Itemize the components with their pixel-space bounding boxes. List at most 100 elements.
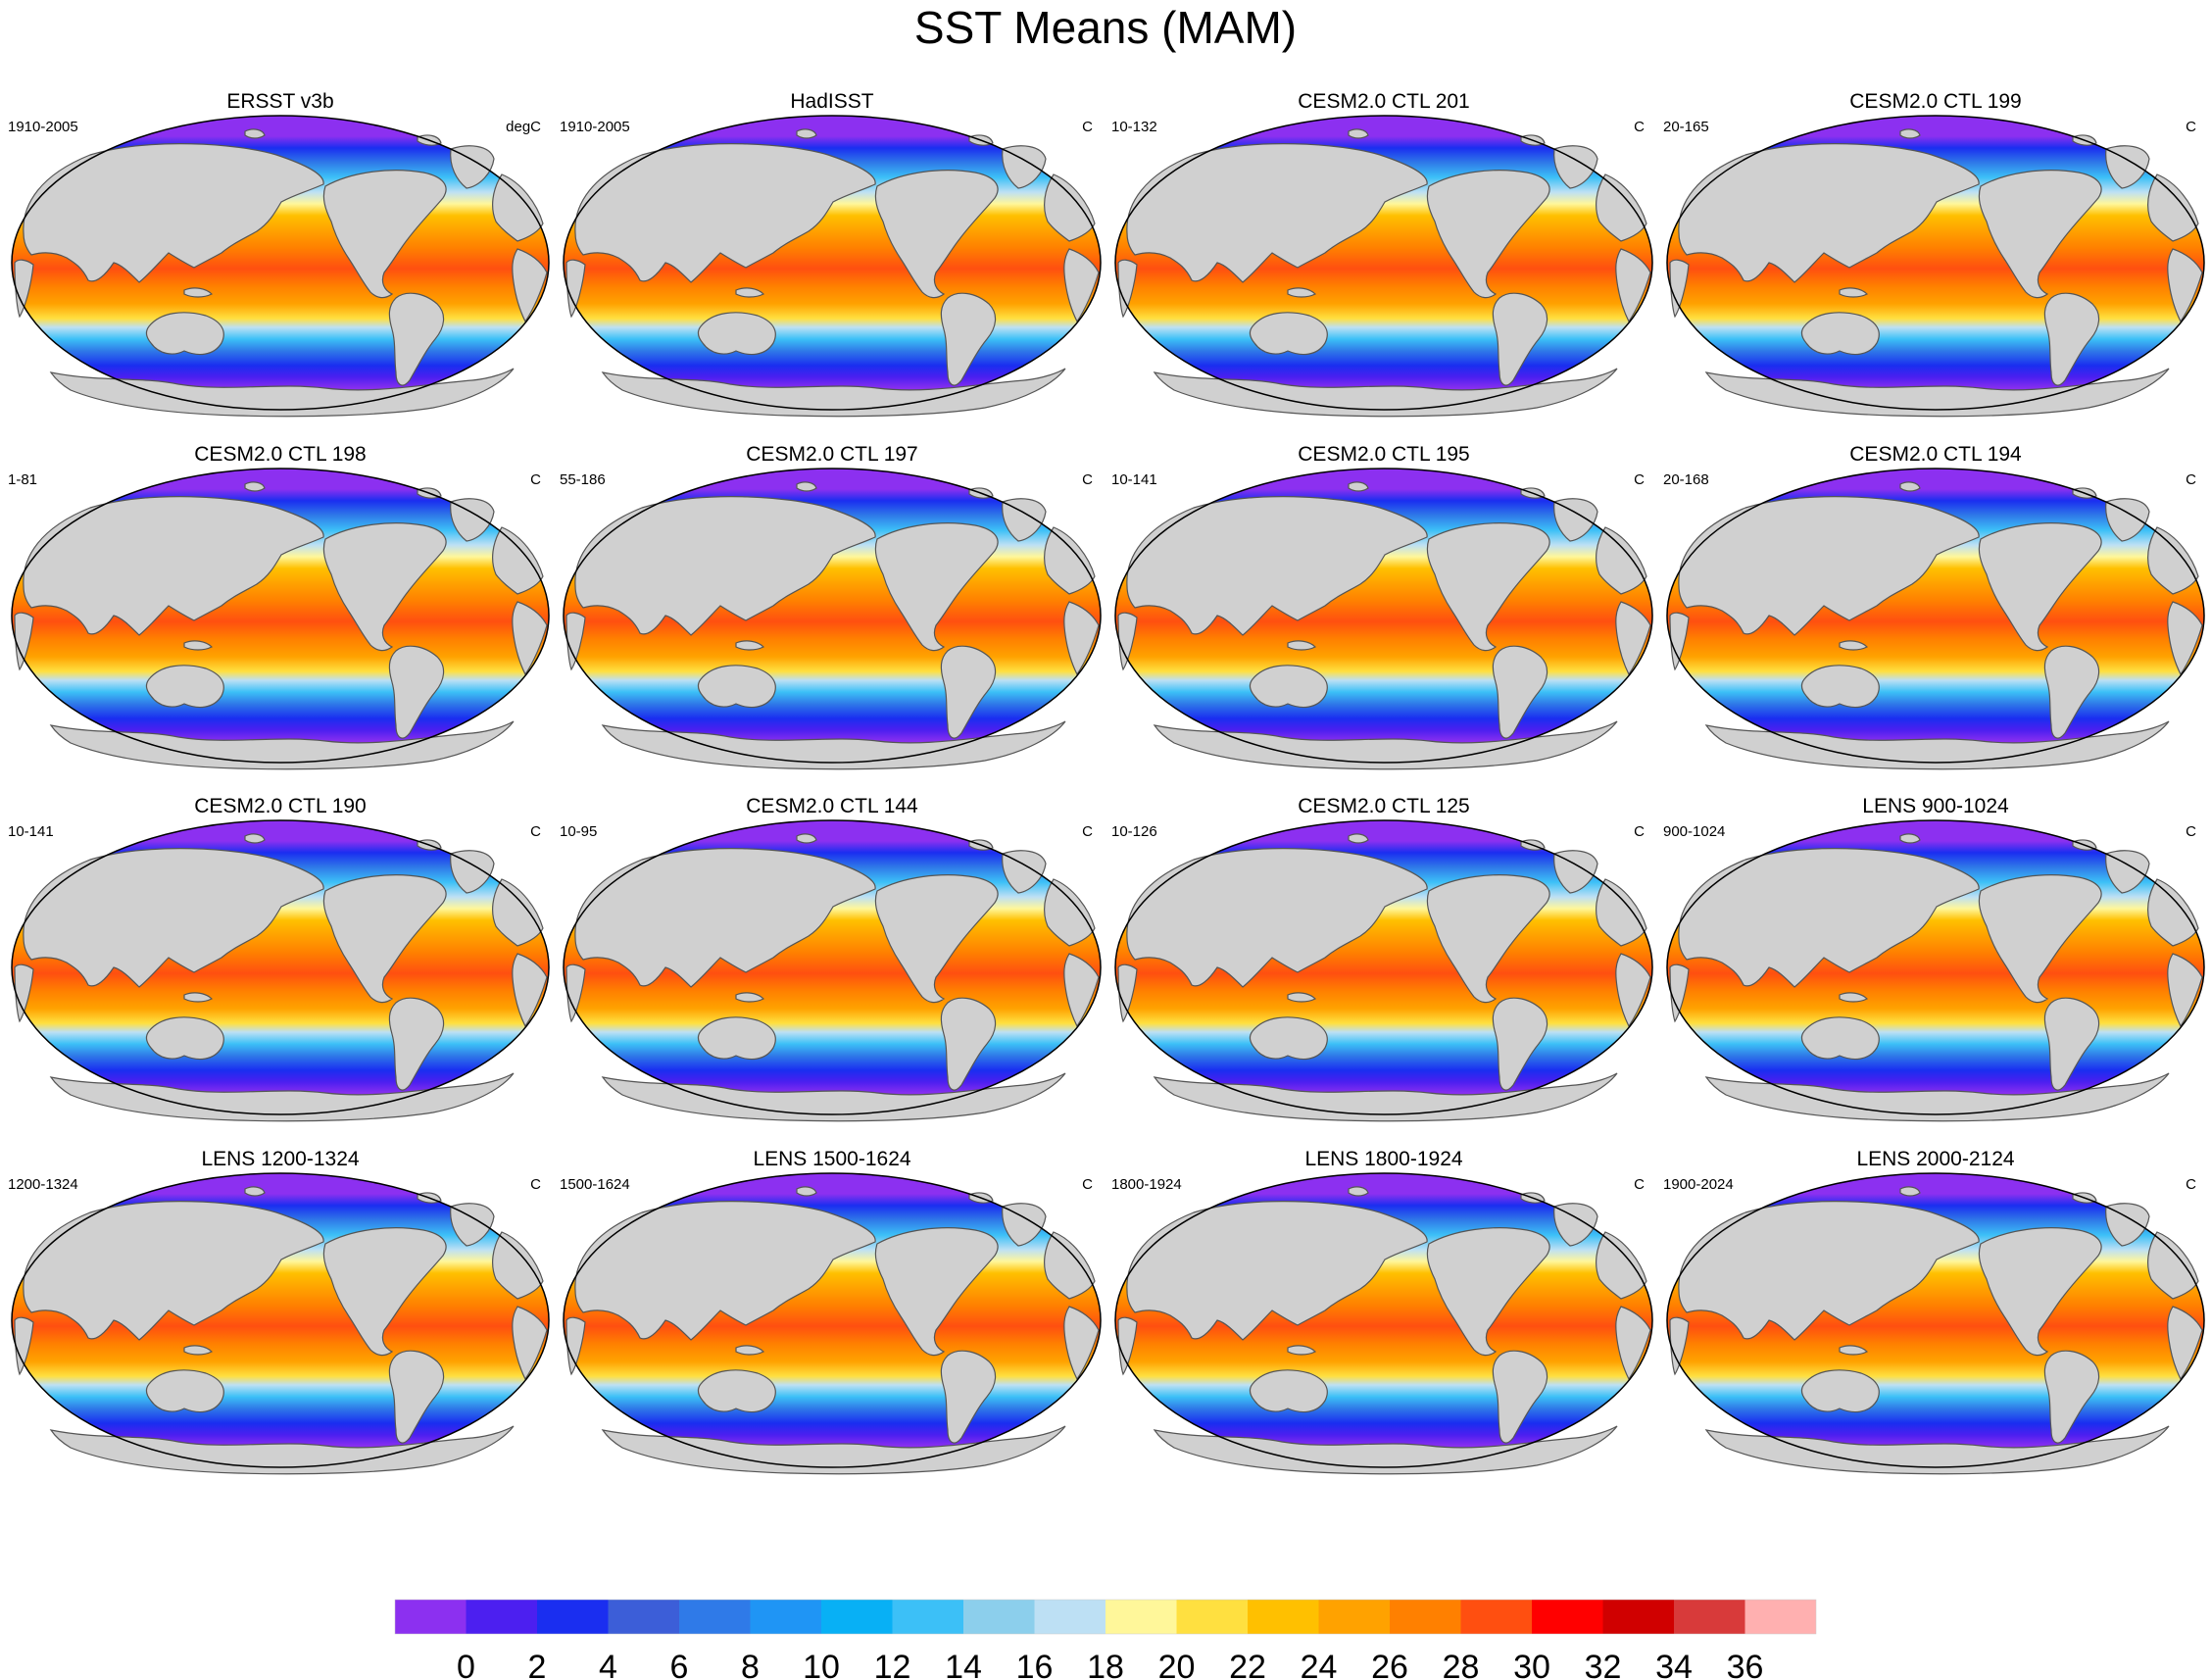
- colorbar-tick-label: 30: [1513, 1649, 1550, 1680]
- colorbar-swatch: [1106, 1600, 1177, 1634]
- world-map: [11, 468, 550, 770]
- panel-units: C: [2186, 471, 2196, 488]
- colorbar-swatch: [1034, 1600, 1106, 1634]
- colorbar-tick-label: 4: [599, 1649, 617, 1680]
- panel-years: 10-141: [1111, 471, 1157, 488]
- world-map: [563, 468, 1102, 770]
- colorbar-tick-label: 28: [1443, 1649, 1480, 1680]
- panel-title: CESM2.0 CTL 197: [746, 443, 917, 466]
- panel-units: C: [2186, 823, 2196, 840]
- colorbar-tick-label: 32: [1585, 1649, 1622, 1680]
- panel-years: 1800-1924: [1111, 1176, 1182, 1193]
- panel-units: C: [530, 471, 541, 488]
- panel-years: 900-1024: [1663, 823, 1725, 840]
- panel-units: C: [530, 1176, 541, 1193]
- map-panel: CESM2.0 CTL 201 10-132 C: [1111, 90, 1653, 418]
- panel-units: C: [1634, 1176, 1645, 1193]
- panel-years: 1200-1324: [8, 1176, 78, 1193]
- panel-years: 10-141: [8, 823, 54, 840]
- colorbar-swatch: [608, 1600, 679, 1634]
- panel-title: LENS 1200-1324: [201, 1148, 359, 1170]
- map-panel: LENS 1200-1324 1200-1324 C: [8, 1148, 550, 1475]
- colorbar-swatch: [1602, 1600, 1674, 1634]
- colorbar-swatch: [1674, 1600, 1745, 1634]
- panel-title: CESM2.0 CTL 144: [746, 795, 918, 817]
- colorbar-tick-label: 8: [741, 1649, 760, 1680]
- colorbar-swatch: [1390, 1600, 1461, 1634]
- panel-title: LENS 2000-2124: [1856, 1148, 2014, 1170]
- map-panel: LENS 2000-2124 1900-2024 C: [1663, 1148, 2205, 1475]
- colorbar-tick-label: 20: [1158, 1649, 1196, 1680]
- panel-years: 20-168: [1663, 471, 1709, 488]
- colorbar-tick-label: 0: [457, 1649, 475, 1680]
- colorbar-tick-label: 14: [945, 1649, 982, 1680]
- colorbar-tick-label: 10: [803, 1649, 840, 1680]
- map-panel: LENS 1500-1624 1500-1624 C: [560, 1148, 1102, 1475]
- colorbar-swatch: [537, 1600, 609, 1634]
- colorbar-tick-label: 22: [1229, 1649, 1266, 1680]
- panel-title: CESM2.0 CTL 125: [1298, 795, 1469, 817]
- panel-units: degC: [506, 119, 541, 135]
- colorbar-swatch: [1532, 1600, 1603, 1634]
- world-map: [1666, 115, 2205, 418]
- page-title: SST Means (MAM): [914, 2, 1297, 53]
- world-map: [1114, 1172, 1653, 1475]
- panel-years: 1500-1624: [560, 1176, 630, 1193]
- panel-title: LENS 1500-1624: [753, 1148, 910, 1170]
- panel-units: C: [530, 823, 541, 840]
- colorbar-tick-label: 16: [1016, 1649, 1054, 1680]
- panel-years: 10-95: [560, 823, 597, 840]
- colorbar-swatch: [679, 1600, 751, 1634]
- colorbar-swatch: [963, 1600, 1035, 1634]
- panel-units: C: [1082, 823, 1093, 840]
- map-panel: CESM2.0 CTL 190 10-141 C: [8, 795, 550, 1122]
- panel-units: C: [1082, 1176, 1093, 1193]
- panel-title: ERSST v3b: [226, 90, 333, 113]
- colorbar-swatch: [821, 1600, 893, 1634]
- map-panel: HadISST 1910-2005 C: [560, 90, 1102, 418]
- panel-years: 55-186: [560, 471, 606, 488]
- colorbar: 0 2 4 6 8 10 12 14 16 18 20 22 24 26 28 30 32 34 36: [394, 1599, 1817, 1680]
- panel-years: 10-126: [1111, 823, 1157, 840]
- colorbar-tick-label: 34: [1655, 1649, 1693, 1680]
- map-panel: CESM2.0 CTL 199 20-165 C: [1663, 90, 2205, 418]
- world-map: [11, 115, 550, 418]
- world-map: [1114, 115, 1653, 418]
- map-panel: CESM2.0 CTL 194 20-168 C: [1663, 443, 2205, 770]
- world-map: [11, 819, 550, 1122]
- colorbar-swatch: [1318, 1600, 1390, 1634]
- colorbar-swatch: [750, 1600, 821, 1634]
- map-panel: LENS 900-1024 900-1024 C: [1663, 795, 2205, 1122]
- colorbar-swatch: [1744, 1600, 1816, 1634]
- world-map: [563, 1172, 1102, 1475]
- panel-units: C: [2186, 119, 2196, 135]
- panel-units: C: [1634, 119, 1645, 135]
- colorbar-swatch: [466, 1600, 537, 1634]
- panel-years: 1-81: [8, 471, 37, 488]
- world-map: [1666, 1172, 2205, 1475]
- world-map: [563, 819, 1102, 1122]
- colorbar-swatch: [395, 1600, 467, 1634]
- colorbar-swatch: [1460, 1600, 1532, 1634]
- panel-title: LENS 1800-1924: [1304, 1148, 1462, 1170]
- map-panel: CESM2.0 CTL 125 10-126 C: [1111, 795, 1653, 1122]
- colorbar-frame: [394, 1599, 1817, 1635]
- panel-title: CESM2.0 CTL 199: [1849, 90, 2021, 113]
- panel-years: 10-132: [1111, 119, 1157, 135]
- panel-title: CESM2.0 CTL 201: [1298, 90, 1469, 113]
- panel-title: CESM2.0 CTL 190: [194, 795, 366, 817]
- colorbar-tick-label: 6: [670, 1649, 689, 1680]
- colorbar-tick-label: 2: [528, 1649, 547, 1680]
- panel-years: 1910-2005: [8, 119, 78, 135]
- panel-title: CESM2.0 CTL 198: [194, 443, 366, 466]
- panel-years: 1910-2005: [560, 119, 630, 135]
- map-panel: CESM2.0 CTL 144 10-95 C: [560, 795, 1102, 1122]
- map-panel: CESM2.0 CTL 197 55-186 C: [560, 443, 1102, 770]
- panel-title: CESM2.0 CTL 194: [1849, 443, 2022, 466]
- colorbar-tick-label: 12: [874, 1649, 911, 1680]
- world-map: [1666, 819, 2205, 1122]
- panel-units: C: [1082, 119, 1093, 135]
- colorbar-swatch: [1176, 1600, 1248, 1634]
- world-map: [11, 1172, 550, 1475]
